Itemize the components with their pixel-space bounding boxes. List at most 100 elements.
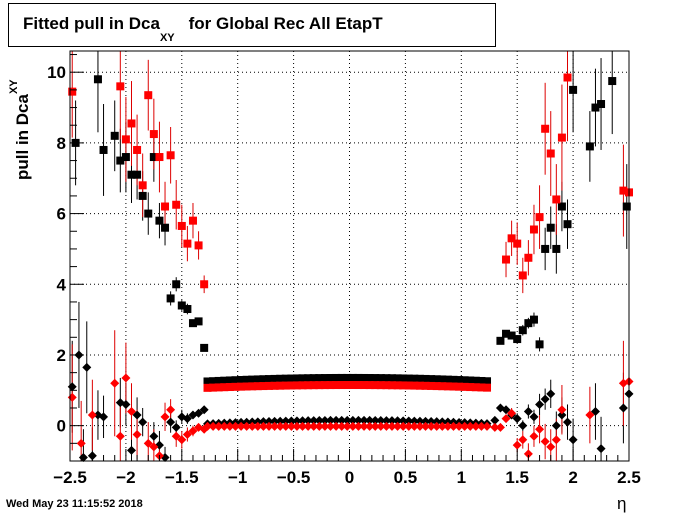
data-point-diamond	[523, 449, 533, 459]
data-point-square	[237, 382, 246, 391]
data-point-square	[404, 381, 413, 390]
data-point-square	[166, 294, 175, 303]
title-rest: for Global Rec All EtapT	[188, 14, 383, 33]
data-point-diamond	[535, 424, 545, 434]
data-point-square	[68, 87, 77, 96]
x-tick-label: −1	[228, 468, 247, 487]
data-point-diamond	[110, 378, 120, 388]
data-point-diamond	[199, 405, 209, 415]
y-tick-label: 8	[57, 134, 66, 153]
data-point-diamond	[476, 421, 486, 431]
data-point-diamond	[258, 417, 268, 427]
data-point-diamond	[393, 416, 403, 426]
data-point-diamond	[121, 373, 131, 383]
data-point-square	[365, 374, 374, 383]
ylabel-subscript: XY	[8, 79, 20, 95]
data-point-diamond	[348, 415, 358, 425]
data-point-diamond	[540, 437, 550, 447]
data-point-diamond	[126, 445, 136, 455]
data-point-square	[315, 374, 324, 383]
data-point-diamond	[182, 429, 192, 439]
data-point-diamond	[264, 421, 274, 431]
data-point-diamond	[596, 444, 606, 454]
data-point-square	[535, 340, 544, 349]
data-point-diamond	[270, 416, 280, 426]
data-point-diamond	[585, 410, 595, 420]
data-point-square	[220, 383, 229, 392]
data-point-square	[203, 377, 212, 386]
data-point-square	[348, 373, 357, 382]
data-point-square	[382, 374, 391, 383]
y-tick-label: 6	[57, 205, 66, 224]
data-point-diamond	[376, 416, 386, 426]
data-point-square	[172, 200, 181, 209]
data-point-square	[619, 186, 628, 195]
data-point-diamond	[337, 415, 347, 425]
data-point-diamond	[325, 415, 335, 425]
data-point-square	[270, 374, 279, 383]
data-point-diamond	[275, 421, 285, 431]
timestamp: Wed May 23 11:15:52 2018	[6, 498, 143, 510]
data-point-square	[591, 103, 600, 112]
data-point-diamond	[126, 407, 136, 417]
data-point-square	[518, 271, 527, 280]
data-point-square	[304, 374, 313, 383]
data-point-square	[309, 374, 318, 383]
data-point-diamond	[342, 421, 352, 431]
data-point-square	[231, 382, 240, 391]
x-tick-label: 2	[568, 468, 577, 487]
data-point-diamond	[182, 414, 192, 424]
data-point-square	[524, 253, 533, 262]
data-point-diamond	[365, 415, 375, 425]
data-point-diamond	[540, 394, 550, 404]
data-point-diamond	[353, 415, 363, 425]
data-point-square	[93, 75, 102, 84]
data-point-square	[460, 382, 469, 391]
data-point-square	[432, 382, 441, 391]
data-point-diamond	[381, 416, 391, 426]
data-point-diamond	[551, 421, 561, 431]
data-point-diamond	[557, 410, 567, 420]
data-point-square	[387, 381, 396, 390]
data-point-square	[177, 221, 186, 230]
data-point-square	[410, 381, 419, 390]
data-point-square	[563, 73, 572, 82]
data-point-square	[541, 244, 550, 253]
data-point-square	[116, 82, 125, 91]
data-point-square	[524, 319, 533, 328]
data-point-diamond	[568, 435, 578, 445]
data-point-diamond	[177, 435, 187, 445]
data-point-square	[315, 381, 324, 390]
chart-title: Fitted pull in DcaXY for Global Rec All E…	[23, 14, 383, 44]
data-point-diamond	[149, 431, 159, 441]
data-point-diamond	[471, 421, 481, 431]
data-point-diamond	[443, 421, 453, 431]
title-box: Fitted pull in DcaXY for Global Rec All E…	[8, 3, 496, 47]
data-point-square	[557, 133, 566, 142]
data-point-diamond	[454, 421, 464, 431]
data-point-square	[466, 383, 475, 392]
y-tick-label: 4	[57, 275, 67, 294]
data-point-diamond	[253, 421, 263, 431]
data-point-square	[455, 376, 464, 385]
data-point-diamond	[381, 421, 391, 431]
data-point-diamond	[166, 405, 176, 415]
data-point-diamond	[242, 421, 252, 431]
data-point-square	[309, 381, 318, 390]
data-point-square	[546, 149, 555, 158]
data-point-diamond	[460, 421, 470, 431]
data-point-diamond	[370, 421, 380, 431]
data-point-square	[443, 375, 452, 384]
data-point-diamond	[409, 416, 419, 426]
data-point-diamond	[309, 416, 319, 426]
data-point-square	[265, 375, 274, 384]
data-point-diamond	[426, 421, 436, 431]
data-point-diamond	[563, 417, 573, 427]
data-point-square	[371, 381, 380, 390]
data-point-square	[622, 202, 631, 211]
data-point-square	[449, 375, 458, 384]
data-point-square	[144, 91, 153, 100]
data-point-square	[281, 381, 290, 390]
data-point-diamond	[495, 422, 505, 432]
data-point-diamond	[618, 403, 628, 413]
